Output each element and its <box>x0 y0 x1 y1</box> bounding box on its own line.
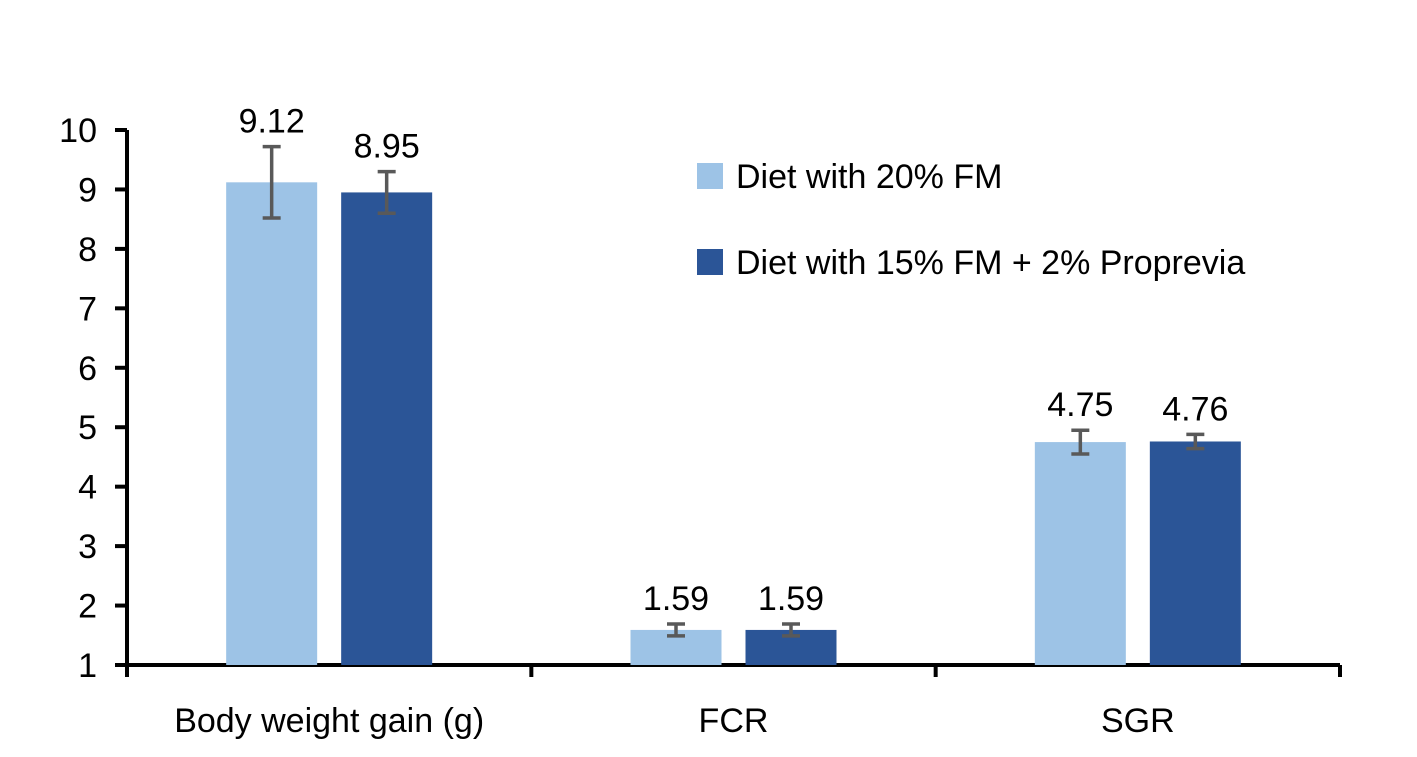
x-category-label: Body weight gain (g) <box>174 702 484 740</box>
bar <box>226 182 318 666</box>
x-category-label: FCR <box>699 702 769 740</box>
legend-label: Diet with 15% FM + 2% Proprevia <box>736 244 1245 282</box>
y-tick-label: 7 <box>78 290 97 328</box>
y-axis: 1 2 3 4 5 6 7 8 9 10 <box>59 112 129 685</box>
data-label: 4.76 <box>1162 390 1228 428</box>
y-tick-label: 8 <box>78 231 97 269</box>
y-tick-label: 9 <box>78 171 97 209</box>
y-tick-label: 1 <box>78 647 97 685</box>
bars <box>226 182 1241 666</box>
error-bars <box>262 144 1205 638</box>
y-tick-label: 5 <box>78 409 97 447</box>
y-tick-label: 4 <box>78 469 97 507</box>
y-tick-label: 10 <box>59 112 97 150</box>
legend: Diet with 20% FM Diet with 15% FM + 2% Pr… <box>697 158 1245 282</box>
bar <box>341 192 433 665</box>
data-label: 1.59 <box>643 580 709 618</box>
y-tick-label: 3 <box>78 528 97 566</box>
legend-swatch <box>697 163 723 189</box>
legend-swatch <box>697 249 723 275</box>
bar <box>1034 442 1126 665</box>
y-tick-label: 2 <box>78 588 97 626</box>
data-labels: 9.12 1.59 4.75 8.95 1.59 4.76 <box>239 103 1229 618</box>
data-label: 9.12 <box>239 103 305 141</box>
legend-label: Diet with 20% FM <box>736 158 1002 196</box>
bar <box>1149 441 1241 665</box>
y-tick-label: 6 <box>78 350 97 388</box>
data-label: 8.95 <box>354 128 420 166</box>
x-axis: Body weight gain (g) FCR SGR <box>125 663 1342 740</box>
x-category-label: SGR <box>1101 702 1175 740</box>
data-label: 1.59 <box>758 580 824 618</box>
data-label: 4.75 <box>1047 386 1113 424</box>
